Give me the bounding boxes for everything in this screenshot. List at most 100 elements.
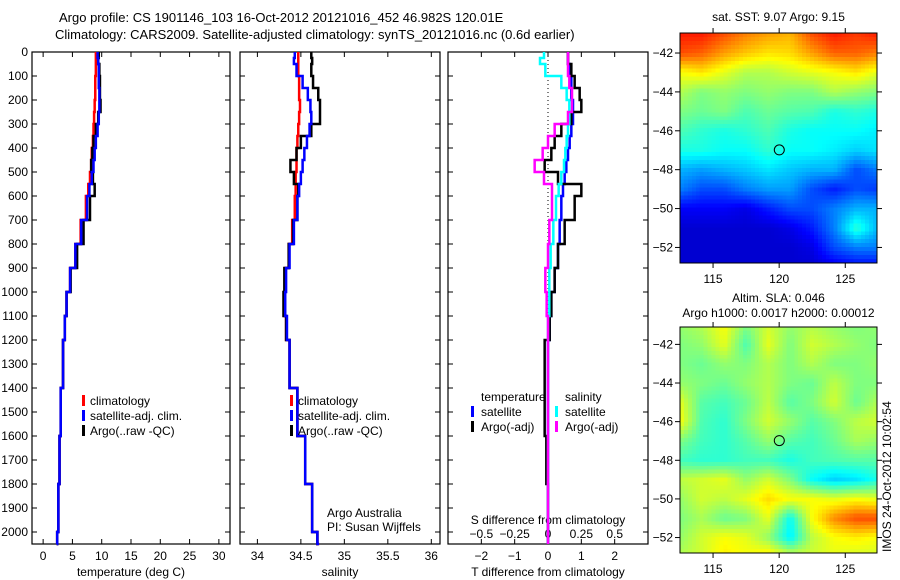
lat-tick-label: −46 [653,124,674,138]
sst-map-title: sat. SST: 9.07 Argo: 9.15 [712,10,845,24]
lat-tick-label: −50 [653,492,674,506]
depth-tick-label: 1000 [1,285,28,299]
legend-label: satellite [565,405,606,419]
legend-header: temperature [481,390,546,404]
legend-label: Argo(..raw -QC) [90,424,175,438]
x-tick-label: 30 [212,549,226,563]
lat-tick-label: −44 [653,85,674,99]
figure-title-line1: Argo profile: CS 1901146_103 16-Oct-2012… [59,10,504,25]
lat-tick-label: −42 [653,337,674,351]
sst-map-image [680,33,877,263]
x-tick-label: 10 [95,549,109,563]
depth-tick-label: 1800 [1,477,28,491]
legend-swatch [555,406,558,417]
lon-tick-label: 115 [703,272,722,286]
x-tick-label: 35.5 [376,549,400,563]
sla-map-frame [679,326,878,554]
credit-pi: PI: Susan Wijffels [327,520,421,534]
legend-label: Argo(..raw -QC) [298,424,383,438]
depth-tick-label: 500 [8,165,28,179]
legend-swatch [290,425,293,436]
legend-label: satellite-adj. clim. [298,409,390,423]
x-tick-label: 2 [611,549,618,563]
depth-tick-label: 1300 [1,357,28,371]
legend-label: satellite [481,405,522,419]
depth-tick-label: 1400 [1,381,28,395]
difference-panel: −2 −1 0 1 2 T difference from climatology −0.5… [447,51,649,579]
s-axis-tick-label: 0.5 [606,527,623,541]
legend-swatch [555,421,558,432]
x-tick-label: −1 [508,549,522,563]
legend-swatch [290,410,293,421]
depth-tick-label: 1100 [2,309,28,323]
legend-swatch [82,425,85,436]
x-tick-label: 0 [40,549,47,563]
figure-title-line2: Climatology: CARS2009. Satellite-adjuste… [55,27,575,42]
series-line-satellite-adj-clim- [55,52,101,546]
legend-header: salinity [565,390,602,404]
lon-tick-label: 120 [769,562,789,576]
depth-tick-label: 0 [21,45,28,59]
series-line-climatology [283,52,320,546]
legend-swatch [82,395,85,406]
depth-tick-label: 900 [8,261,28,275]
x-tick-label: 35 [338,549,352,563]
depth-tick-label: 800 [8,237,28,251]
lat-tick-label: −52 [653,531,674,545]
temperature-panel: 0100200300400500600700800900100011001200… [1,45,231,579]
legend-label: Argo(-adj) [481,420,534,434]
salinity-axes-box [239,51,441,545]
sla-map-panel: 115 120 125 −42 −44 −46 −48 −50 −52 Altim. SLA: 0… [653,291,882,576]
x-tick-label: 34 [251,549,265,563]
depth-tick-label: 1200 [1,333,28,347]
depth-tick-label: 1900 [1,501,28,515]
depth-tick-label: 2000 [1,525,28,539]
x-tick-label: 5 [69,549,76,563]
lat-tick-label: −48 [653,163,674,177]
series-line-argo-raw-qc- [282,52,322,546]
depth-tick-label: 600 [8,189,28,203]
lon-tick-label: 125 [835,272,855,286]
salinity-xlabel: salinity [322,565,359,579]
legend-label: satellite-adj. clim. [90,409,182,423]
legend-swatch [471,406,474,417]
lon-tick-label: 125 [835,562,855,576]
x-tick-label: 36 [425,549,439,563]
x-tick-label: 20 [154,549,168,563]
lat-tick-label: −48 [653,453,674,467]
lat-tick-label: −44 [653,376,674,390]
series-line-satellite-adj-clim- [283,52,320,546]
legend-swatch [290,395,293,406]
x-tick-label: 15 [124,549,138,563]
depth-tick-label: 1700 [1,453,28,467]
argo-location-marker [773,435,785,447]
depth-tick-label: 400 [8,141,28,155]
lat-tick-label: −42 [653,46,674,60]
legend-label: climatology [90,394,150,408]
lat-tick-label: −52 [653,240,674,254]
s-axis-tick-label: −0.25 [499,527,530,541]
sst-map-frame [679,32,878,264]
depth-tick-label: 700 [8,213,28,227]
sla-map-subtitle: Argo h1000: 0.0017 h2000: 0.00012 [682,306,874,320]
legend-swatch [82,410,85,421]
lon-tick-label: 115 [703,562,722,576]
argo-location-marker [773,144,785,156]
x-tick-label: 25 [183,549,197,563]
depth-tick-label: 1600 [1,429,28,443]
lat-tick-label: −46 [653,415,674,429]
difference-xlabel: T difference from climatology [471,565,625,579]
credit-org: Argo Australia [327,506,402,520]
s-axis-tick-label: 0.25 [570,527,594,541]
series-line-argo-adj- [533,52,574,544]
depth-tick-label: 200 [8,93,28,107]
x-tick-label: 1 [578,549,585,563]
sla-map-title: Altim. SLA: 0.046 [732,291,825,305]
salinity-panel: 34 34.5 35 35.5 36 salinity climatologysatelli… [239,51,441,579]
series-line-climatology [55,52,98,546]
lon-tick-label: 120 [769,272,789,286]
s-axis-tick-label: −0.5 [469,527,493,541]
x-tick-label: 34.5 [289,549,313,563]
